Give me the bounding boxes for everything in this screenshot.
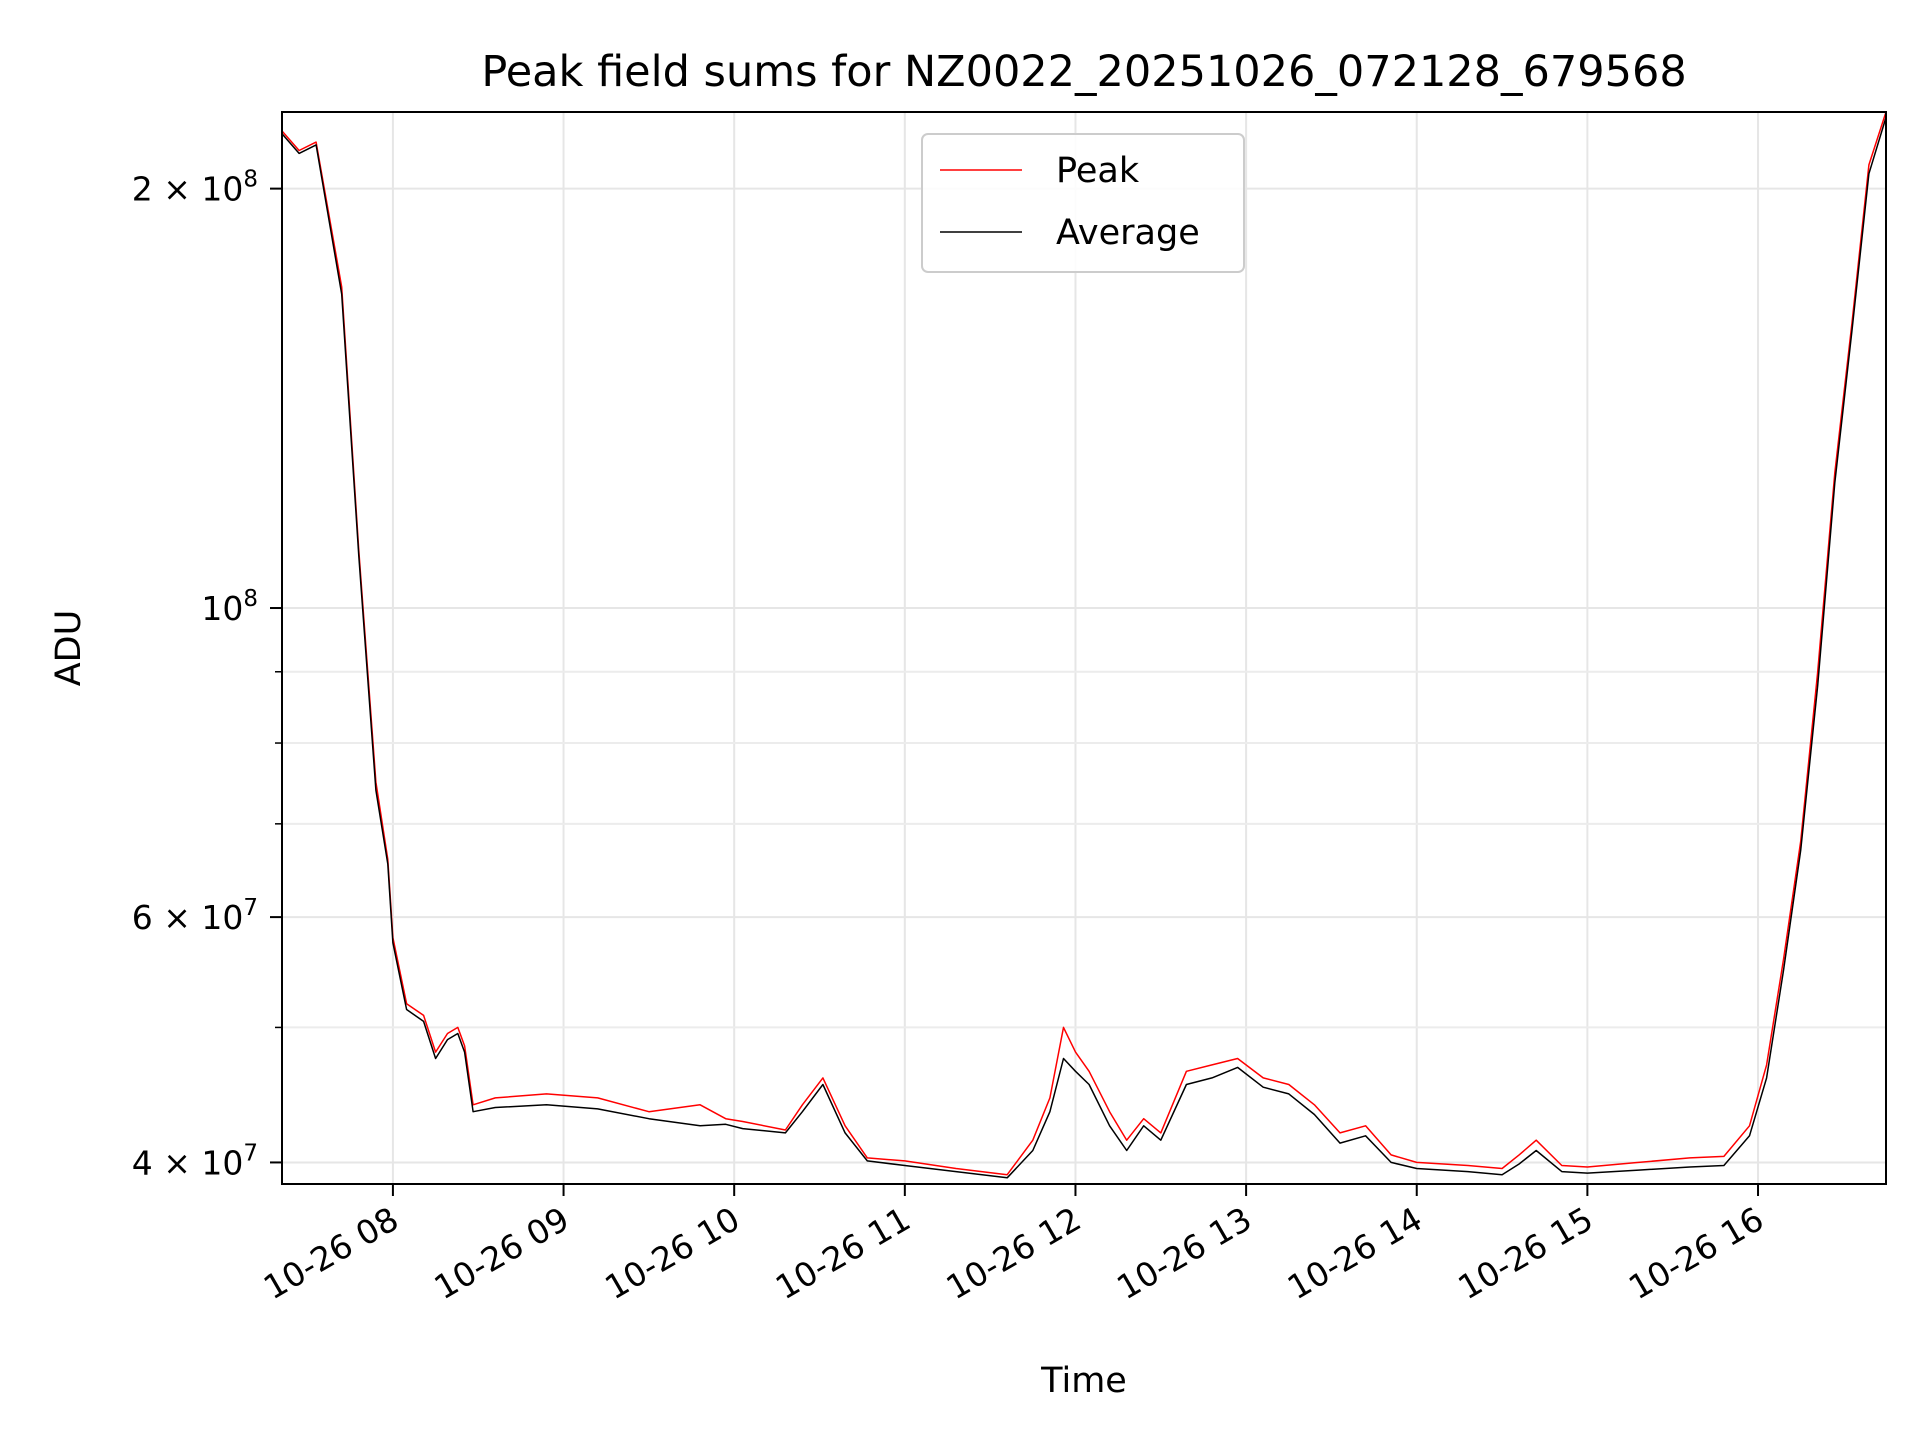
x-tick-label: 10-26 13 xyxy=(1110,1199,1258,1307)
y-tick-label: 6 × 107 xyxy=(132,895,258,937)
plot-frame xyxy=(281,111,1887,1185)
y-axis-ticks: 4 × 107 6 × 107 108 2 × 108 xyxy=(132,167,282,1182)
x-tick-label: 10-26 12 xyxy=(939,1199,1087,1307)
x-tick-label: 10-26 08 xyxy=(257,1199,405,1307)
legend-average-label: Average xyxy=(1056,213,1200,253)
x-tick-label: 10-26 16 xyxy=(1622,1199,1770,1307)
series-line-average xyxy=(281,117,1887,1179)
y-tick-label: 4 × 107 xyxy=(132,1140,258,1182)
legend-box xyxy=(921,133,1245,273)
x-tick-label: 10-26 11 xyxy=(769,1199,917,1307)
chart-title: Peak field sums for NZ0022_20251026_0721… xyxy=(481,47,1686,97)
legend-peak-label: Peak xyxy=(1056,151,1140,191)
legend: Peak Average xyxy=(921,133,1245,273)
x-tick-label: 10-26 09 xyxy=(428,1199,576,1307)
x-tick-label: 10-26 10 xyxy=(598,1199,746,1307)
x-tick-label: 10-26 14 xyxy=(1281,1199,1429,1307)
x-tick-label: 10-26 15 xyxy=(1451,1199,1599,1307)
x-axis-label: Time xyxy=(1040,1361,1127,1401)
x-axis-ticks: 10-26 08 10-26 09 10-26 10 10-26 11 10-26 12… xyxy=(257,1184,1770,1307)
y-tick-label: 108 xyxy=(201,586,258,628)
series-layer xyxy=(281,111,1887,1179)
y-tick-label: 2 × 108 xyxy=(132,167,258,209)
series-line-peak xyxy=(281,111,1887,1176)
y-axis-label: ADU xyxy=(49,610,89,687)
